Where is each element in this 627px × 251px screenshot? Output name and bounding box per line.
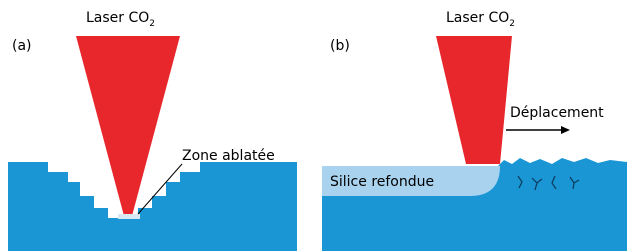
laser-subscript: 2 [509,19,515,29]
laser-beam-b [436,36,512,164]
arrow-head [561,126,570,134]
laser-text: Laser CO [446,10,509,26]
ablated-zone [118,214,140,219]
laser-label: Laser CO2 [86,10,155,29]
laser-text: Laser CO [86,10,149,26]
motion-label: Déplacement [510,105,604,121]
laser-beam-a [76,36,180,216]
region-label: Silice refondue [330,174,434,190]
diagram: (a) Laser CO2 Zone ablatée (b) Laser CO2… [0,0,627,251]
panel-tag: (b) [330,38,350,54]
laser-label: Laser CO2 [446,10,515,29]
substrate-a [8,162,297,251]
laser-subscript: 2 [149,19,155,29]
panel-tag: (a) [12,38,32,54]
annotation: Zone ablatée [182,148,275,164]
